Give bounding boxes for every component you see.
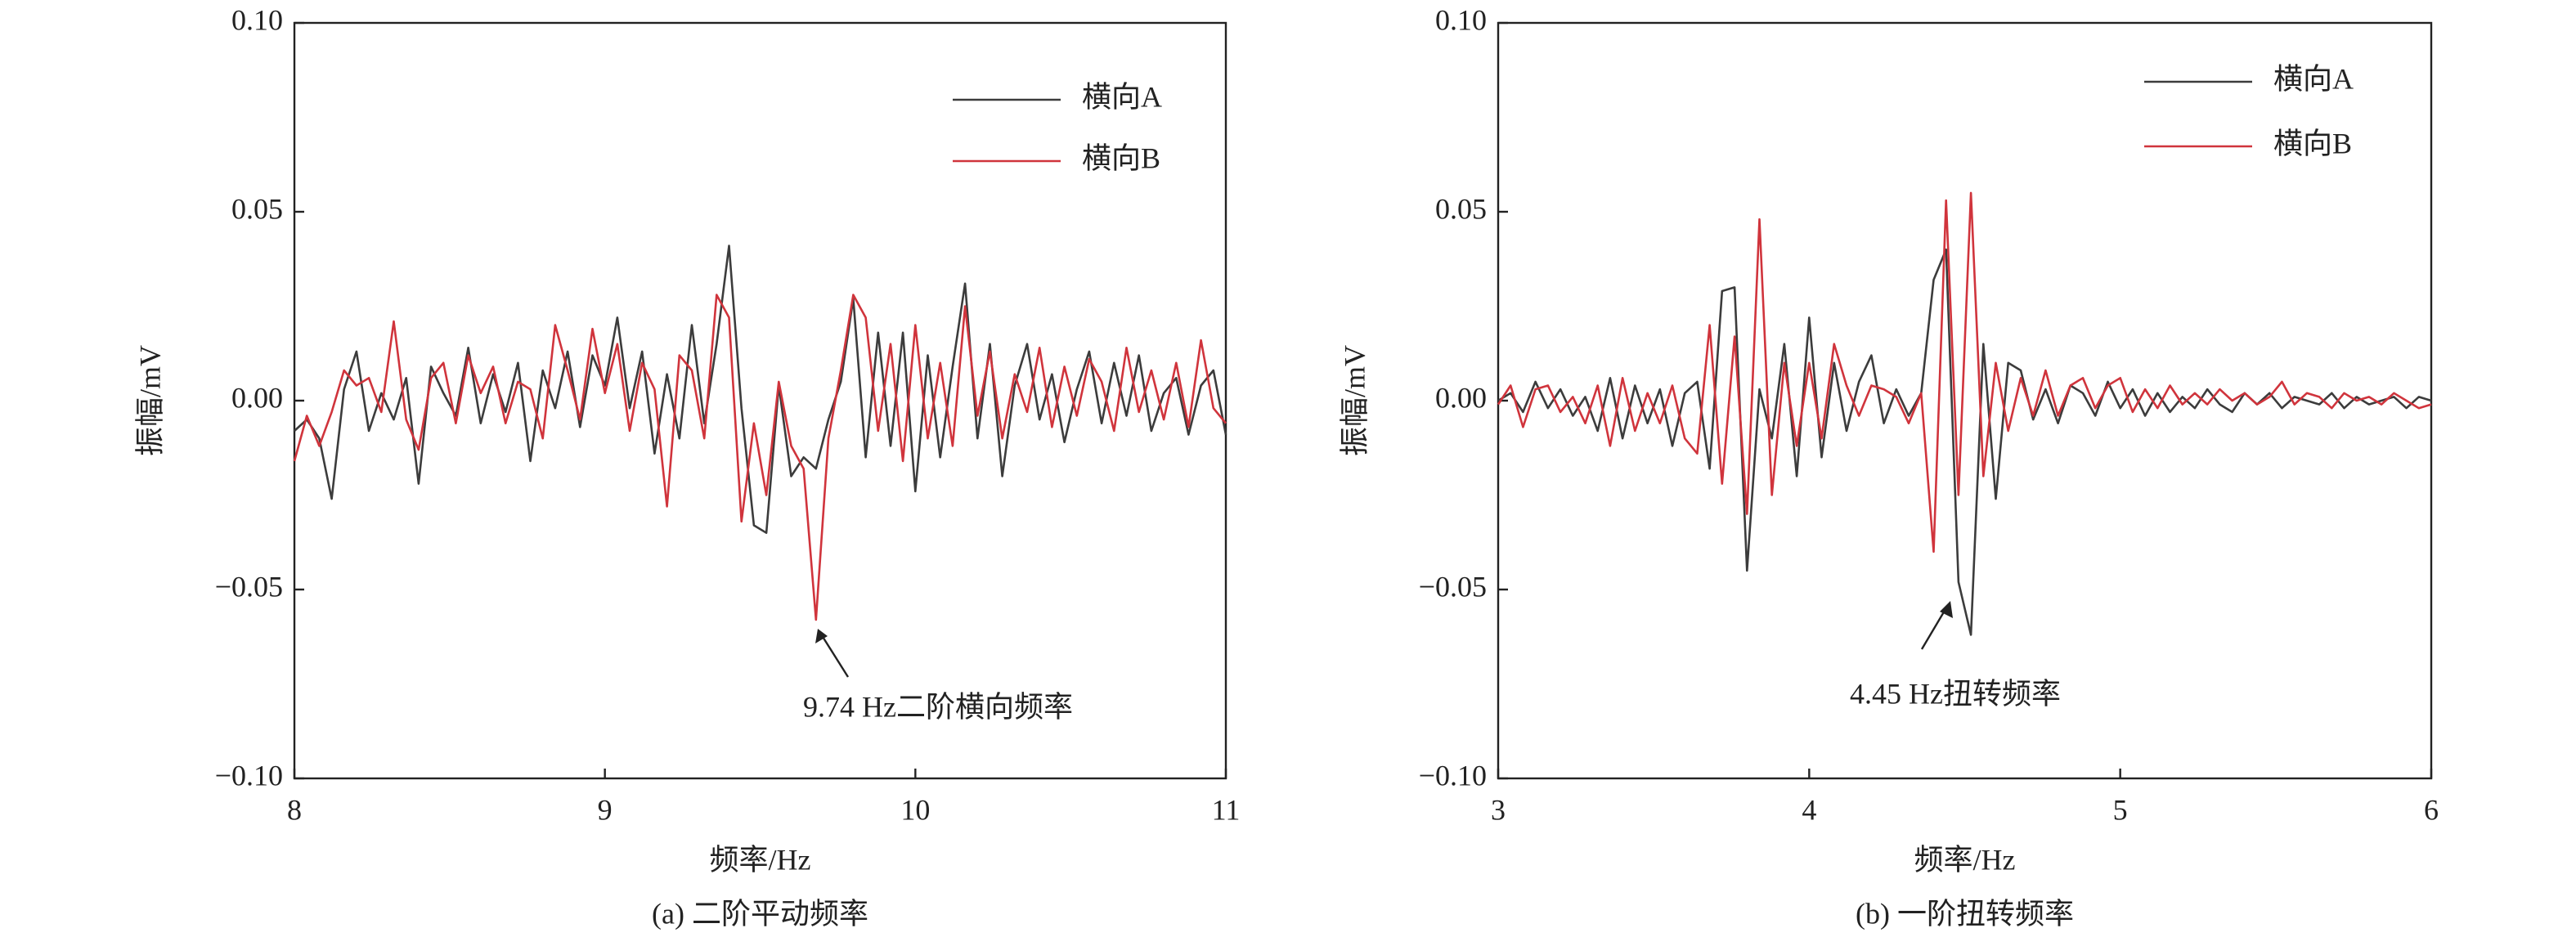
y-tick-label: −0.05 xyxy=(1419,570,1487,603)
arrow-head xyxy=(1940,601,1953,618)
legend-label: 横向B xyxy=(1082,141,1160,174)
y-tick-label: 0.10 xyxy=(231,3,283,36)
y-tick-label: 0.00 xyxy=(1435,381,1487,414)
legend-label: 横向A xyxy=(1082,80,1162,113)
y-axis-label: 振幅/mV xyxy=(1338,345,1371,456)
annotation: 9.74 Hz二阶横向频率 xyxy=(803,690,1073,723)
x-tick-label: 11 xyxy=(1212,793,1241,826)
x-axis-label: 频率/Hz xyxy=(710,843,811,876)
series-line xyxy=(294,244,1227,534)
y-axis-label: 振幅/mV xyxy=(133,345,166,456)
y-tick-label: 0.05 xyxy=(1435,192,1487,225)
annotation-arrow xyxy=(819,632,850,678)
x-tick-label: 3 xyxy=(1491,793,1506,826)
x-tick-label: 8 xyxy=(287,793,302,826)
chart-caption: (a) 二阶平动频率 xyxy=(652,897,868,930)
chart-caption: (b) 一阶扭转频率 xyxy=(1856,897,2074,930)
y-tick-label: 0.05 xyxy=(231,192,283,225)
series-line xyxy=(1497,248,2432,636)
x-tick-label: 9 xyxy=(598,793,613,826)
x-tick-label: 6 xyxy=(2424,793,2439,826)
annotation: 4.45 Hz扭转频率 xyxy=(1850,677,2061,710)
y-tick-label: 0.00 xyxy=(231,381,283,414)
x-axis-label: 频率/Hz xyxy=(1914,843,2016,876)
arrow-head xyxy=(815,629,828,643)
y-tick-label: −0.10 xyxy=(1419,759,1487,791)
series-line xyxy=(293,294,1227,621)
plot-frame xyxy=(293,21,1227,780)
x-tick-label: 5 xyxy=(2113,793,2128,826)
y-tick-label: 0.10 xyxy=(1435,3,1487,36)
legend-label: 横向A xyxy=(2273,62,2354,95)
x-tick-label: 10 xyxy=(900,793,930,826)
legend-label: 横向B xyxy=(2273,127,2352,159)
x-tick-label: 4 xyxy=(1802,793,1816,826)
y-tick-label: −0.05 xyxy=(215,570,283,603)
y-tick-label: −0.10 xyxy=(215,759,283,791)
series-line xyxy=(1497,191,2432,554)
